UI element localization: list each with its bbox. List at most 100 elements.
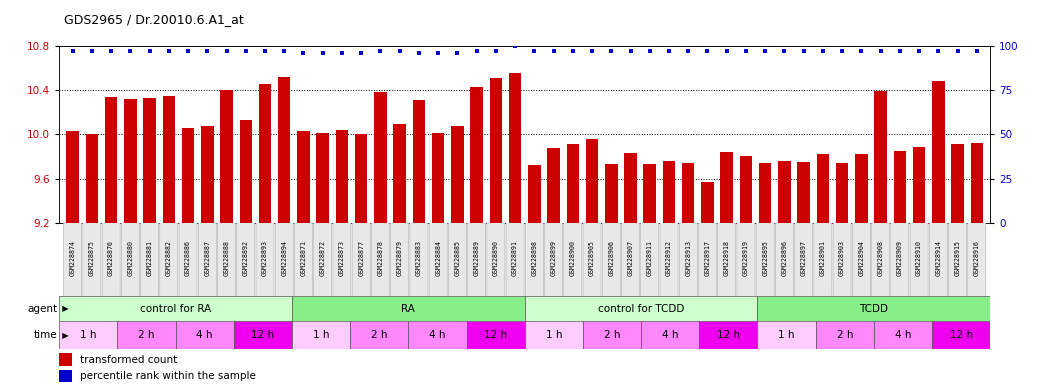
Text: GSM228908: GSM228908	[877, 240, 883, 276]
Point	[333, 50, 350, 56]
Bar	[317, 133, 329, 223]
Text: GSM228907: GSM228907	[628, 240, 633, 276]
Point	[122, 48, 139, 55]
Bar	[700, 321, 758, 349]
Text: GSM228909: GSM228909	[897, 240, 903, 276]
Point	[930, 48, 947, 55]
FancyBboxPatch shape	[640, 223, 659, 296]
FancyBboxPatch shape	[775, 223, 793, 296]
FancyBboxPatch shape	[237, 223, 254, 296]
FancyBboxPatch shape	[63, 223, 82, 296]
Bar	[758, 321, 816, 349]
Bar	[117, 321, 175, 349]
FancyBboxPatch shape	[852, 223, 871, 296]
FancyBboxPatch shape	[525, 223, 543, 296]
Point	[391, 48, 408, 55]
Bar	[292, 321, 350, 349]
Text: control for RA: control for RA	[140, 304, 211, 314]
Text: GSM228871: GSM228871	[300, 240, 306, 276]
Bar	[393, 124, 406, 223]
Text: 12 h: 12 h	[251, 330, 274, 340]
Text: percentile rank within the sample: percentile rank within the sample	[80, 371, 255, 381]
Text: control for TCDD: control for TCDD	[598, 304, 684, 314]
Point	[488, 48, 504, 55]
Point	[795, 48, 812, 55]
FancyBboxPatch shape	[737, 223, 755, 296]
Bar	[605, 164, 618, 223]
Text: transformed count: transformed count	[80, 355, 177, 365]
Point	[757, 48, 773, 55]
Text: GSM228916: GSM228916	[974, 240, 980, 276]
Text: 1 h: 1 h	[778, 330, 795, 340]
FancyBboxPatch shape	[410, 223, 428, 296]
Bar	[220, 90, 233, 223]
Bar	[816, 321, 874, 349]
FancyBboxPatch shape	[795, 223, 813, 296]
Text: GSM228915: GSM228915	[955, 240, 960, 276]
FancyBboxPatch shape	[179, 223, 197, 296]
Point	[565, 48, 581, 55]
Bar	[644, 164, 656, 223]
FancyBboxPatch shape	[660, 223, 678, 296]
Text: GSM228887: GSM228887	[204, 240, 211, 276]
Point	[161, 48, 177, 55]
FancyBboxPatch shape	[198, 223, 216, 296]
Text: GSM228883: GSM228883	[416, 240, 421, 276]
Bar	[258, 84, 271, 223]
Point	[315, 50, 331, 56]
FancyBboxPatch shape	[160, 223, 177, 296]
Point	[141, 48, 158, 55]
Point	[84, 48, 101, 55]
Text: GSM228901: GSM228901	[820, 240, 826, 276]
FancyBboxPatch shape	[834, 223, 851, 296]
Point	[968, 48, 985, 55]
FancyBboxPatch shape	[333, 223, 351, 296]
Bar	[335, 130, 348, 223]
Point	[411, 50, 428, 56]
Text: GSM228913: GSM228913	[685, 240, 691, 276]
FancyBboxPatch shape	[256, 223, 274, 296]
Text: GDS2965 / Dr.20010.6.A1_at: GDS2965 / Dr.20010.6.A1_at	[64, 13, 244, 26]
FancyBboxPatch shape	[352, 223, 371, 296]
FancyBboxPatch shape	[507, 223, 524, 296]
Bar	[759, 163, 771, 223]
Text: GSM228897: GSM228897	[800, 240, 807, 276]
Text: 2 h: 2 h	[138, 330, 155, 340]
Point	[526, 48, 543, 55]
FancyBboxPatch shape	[275, 223, 294, 296]
Bar	[59, 296, 292, 321]
Text: 4 h: 4 h	[662, 330, 679, 340]
Bar	[740, 157, 753, 223]
FancyBboxPatch shape	[949, 223, 966, 296]
FancyBboxPatch shape	[313, 223, 332, 296]
Text: 2 h: 2 h	[604, 330, 621, 340]
Bar	[702, 182, 714, 223]
Bar	[682, 163, 694, 223]
Text: GSM228905: GSM228905	[589, 240, 595, 276]
Text: GSM228898: GSM228898	[531, 240, 538, 276]
Bar	[641, 321, 700, 349]
Text: GSM228906: GSM228906	[608, 240, 614, 276]
Bar	[278, 77, 291, 223]
FancyBboxPatch shape	[622, 223, 639, 296]
Text: GSM228914: GSM228914	[935, 240, 941, 276]
Text: GSM228896: GSM228896	[782, 240, 788, 276]
Point	[892, 48, 908, 55]
Text: GSM228895: GSM228895	[762, 240, 768, 276]
Point	[641, 48, 658, 55]
Point	[583, 48, 600, 55]
Text: GSM228918: GSM228918	[723, 240, 730, 276]
Point	[603, 48, 620, 55]
Bar	[350, 321, 408, 349]
FancyBboxPatch shape	[717, 223, 736, 296]
Text: GSM228878: GSM228878	[378, 240, 383, 276]
Bar	[524, 321, 583, 349]
Bar	[585, 139, 598, 223]
FancyBboxPatch shape	[487, 223, 504, 296]
Bar	[797, 162, 810, 223]
Bar	[971, 143, 983, 223]
Text: GSM228888: GSM228888	[223, 240, 229, 276]
Text: ▶: ▶	[57, 331, 69, 339]
Text: 1 h: 1 h	[312, 330, 329, 340]
Text: 4 h: 4 h	[196, 330, 213, 340]
